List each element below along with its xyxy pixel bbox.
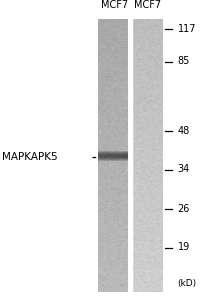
Text: MAPKAPK5: MAPKAPK5 xyxy=(2,152,58,162)
Text: (kD): (kD) xyxy=(178,279,197,288)
Text: 85: 85 xyxy=(178,56,190,67)
Text: 34: 34 xyxy=(178,164,190,175)
Text: MCF7: MCF7 xyxy=(134,1,161,10)
Text: 19: 19 xyxy=(178,242,190,253)
Text: MCF7: MCF7 xyxy=(101,1,128,10)
Text: 48: 48 xyxy=(178,125,190,136)
Text: 117: 117 xyxy=(178,23,196,34)
Text: 26: 26 xyxy=(178,203,190,214)
